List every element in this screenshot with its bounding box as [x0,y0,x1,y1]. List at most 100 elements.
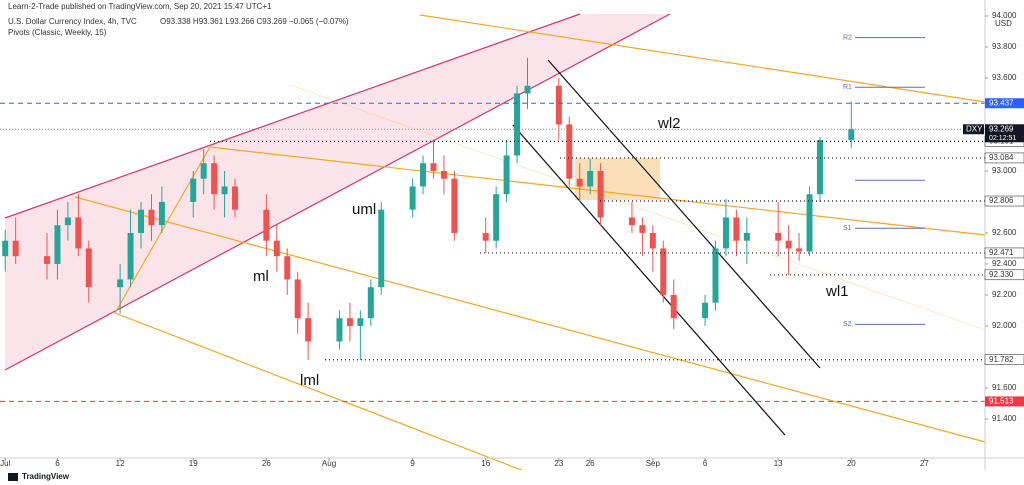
candle-body [493,194,500,241]
plot: R2 R1 S1 S2 wl2 uml ml lml wl1 [0,35,985,402]
candle-body [628,217,635,226]
candle-body [64,217,71,226]
candle-body [451,178,458,233]
trend-line [289,84,986,331]
y-tick-label: 92.000 [992,321,1017,330]
y-tick-label: 94.000 [992,11,1017,20]
trend-line [114,312,561,485]
candle-body [127,232,134,280]
candle-body [503,155,510,195]
candle-body [378,209,385,288]
x-tick-label: 26 [262,459,271,468]
candle-body [587,170,594,187]
candle-body [12,240,19,257]
candle-body [785,240,792,249]
candle-body [346,318,353,326]
price-label: 93.269 [989,124,1014,133]
level-tag [985,98,1024,109]
candle-body [2,240,9,257]
level-label: 93.437 [989,98,1014,107]
y-tick-label: 91.600 [992,383,1017,392]
candle-body [117,279,124,288]
brand-logo [8,473,18,481]
x-tick-label: Aug [322,459,336,468]
level-label: 91.513 [989,397,1014,406]
candle-body [482,232,489,241]
candle-body [566,124,573,179]
level-tag [984,247,1024,259]
y-tick-label: 91.400 [992,414,1017,423]
wedge-upper [4,13,581,219]
y-tick-label: 92.600 [992,228,1017,237]
level-tag [984,269,1024,281]
indicator: Pivots (Classic, Weekly, 15) [8,28,107,37]
x-tick-label: 19 [189,459,198,468]
annotation: wl1 [825,283,849,300]
candle-body [409,186,416,210]
candle-body [200,163,207,179]
candle-body [263,209,270,241]
pivot-label: S2 [843,321,852,328]
trend-line [74,196,986,443]
candle-body [357,318,364,326]
candle-body [775,232,782,241]
candle-body [722,217,729,249]
pivot-label: S1 [843,225,852,232]
x-tick-label: Jul [0,459,10,468]
pivot-label: R2 [843,35,852,42]
annotation: wl2 [657,115,681,132]
candle-body [430,163,437,171]
y-tick-label: 92.400 [992,259,1017,268]
candle-body [294,279,301,319]
level-label: 93.084 [989,153,1014,162]
candle-body [555,85,562,125]
candle-body [305,318,312,342]
level-label: 92.471 [989,248,1014,257]
level-tag [984,354,1024,365]
symbol-tag [963,124,984,135]
x-tick-label: 20 [847,459,856,468]
candle-body [273,240,280,257]
candle-body [211,163,218,195]
candle-body [440,170,447,179]
candle-body [743,232,750,241]
candle-body [660,248,667,295]
pivot-label: R1 [843,84,852,91]
symbol: DXY [966,124,983,133]
level-tag [984,195,1024,207]
annotation: uml [352,201,376,218]
level-label: 91.782 [989,355,1014,364]
candle-body [712,248,719,303]
candle-body [367,287,374,319]
candle-body [54,225,61,264]
level-label: 92.806 [989,196,1014,205]
candle-body [75,217,82,249]
annotation: lml [300,372,319,389]
candle-body [138,209,145,233]
candle-body [806,194,813,252]
x-tick-label: 6 [55,459,60,468]
candle-body [639,225,646,233]
candle-body [158,201,165,226]
x-tick-label: 23 [554,459,563,468]
chart-title: U.S. Dollar Currency Index, 4h, TVC [8,17,137,26]
level-tag [984,152,1024,164]
x-tick-label: 6 [703,459,708,468]
x-tick-label: Sep [646,459,661,468]
y-tick-label: 92.200 [992,290,1017,299]
candle-body [670,294,677,319]
candle-body [420,163,427,187]
candle-body [232,186,239,210]
candle-body [221,186,228,195]
candle-body [702,302,709,319]
x-tick-label: 27 [920,459,929,468]
ohlc: O93.338 H93.361 L93.266 C93.269 −0.065 (… [160,17,349,26]
x-tick-label: 16 [481,459,490,468]
x-tick-label: 12 [116,459,125,468]
x-tick-label: 26 [586,459,595,468]
x-tick-label: 9 [410,459,415,468]
candle-body [649,232,656,249]
y-tick-label: 93.600 [992,73,1017,82]
publisher: Learn-2-Trade published on TradingView.c… [8,2,272,11]
